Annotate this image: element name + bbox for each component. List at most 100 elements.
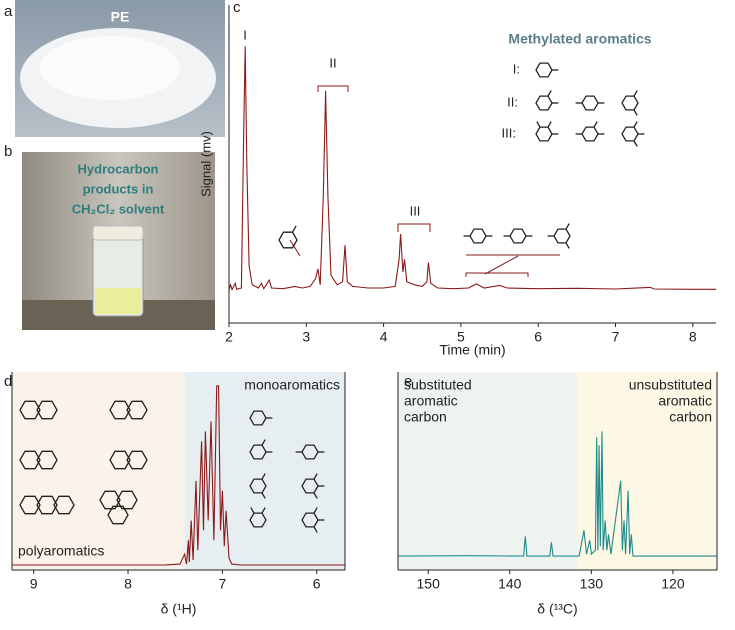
x-tick-label: 8 (689, 329, 697, 345)
molecule-bond (313, 492, 318, 499)
molecule-ring (107, 505, 129, 525)
arrow (484, 255, 519, 275)
molecule-bond (313, 526, 318, 533)
molecule-ring (249, 478, 267, 494)
bracket (317, 85, 349, 92)
panel-label: d (4, 373, 12, 390)
molecule-ring (469, 228, 487, 244)
legend-row-label: II: (507, 94, 518, 109)
molecule-ring (278, 231, 298, 249)
region-label: monoaromatics (244, 377, 340, 393)
molecule-ring (19, 400, 41, 420)
molecule-bond (633, 121, 638, 128)
molecule-bond (261, 473, 266, 480)
region (398, 372, 578, 570)
molecule-ring (621, 95, 639, 111)
x-tick-label: 9 (30, 576, 38, 592)
molecule-ring (553, 228, 571, 244)
molecule-bond (633, 90, 638, 97)
molecule-bond (261, 507, 266, 514)
x-tick-label: 130 (580, 576, 604, 592)
legend-row-label: I: (513, 61, 520, 76)
molecule-bond (547, 90, 552, 97)
molecule-ring (535, 62, 553, 78)
region (12, 372, 185, 570)
molecule-ring (581, 95, 599, 111)
bracket (397, 223, 431, 232)
x-tick-label: 3 (302, 329, 310, 345)
molecule-bond (250, 507, 255, 514)
x-tick-label: 4 (380, 329, 388, 345)
x-tick-label: 2 (225, 329, 233, 345)
molecule-ring (109, 400, 131, 420)
y-axis-label: Signal (mv) (198, 131, 213, 197)
x-tick-label: 5 (457, 329, 465, 345)
x-axis-label: δ (¹³C) (537, 601, 577, 617)
legend-title: Methylated aromatics (508, 31, 651, 47)
molecule-bond (261, 439, 266, 446)
data-line (12, 385, 345, 566)
panel-label: b (4, 143, 12, 160)
region-label: carbon (669, 409, 712, 425)
molecule-bond (313, 473, 318, 480)
molecule-ring (109, 450, 131, 470)
arrow (289, 239, 301, 257)
molecule-ring (301, 478, 319, 494)
molecule-ring (535, 95, 553, 111)
molecule-ring (53, 495, 75, 515)
x-axis-label: Time (min) (439, 342, 505, 358)
region-label: substituted (404, 377, 472, 393)
molecule-ring (535, 126, 553, 142)
molecule-bond (565, 223, 570, 230)
molecule-bond (593, 121, 598, 128)
peak-label: III (410, 203, 421, 218)
molecule-ring (19, 450, 41, 470)
region-label: polyaromatics (18, 543, 104, 559)
data-line (228, 46, 716, 292)
peak-label: II (329, 55, 336, 70)
photo-a (15, 0, 225, 137)
photo-b (22, 152, 215, 330)
panel-label: e (404, 373, 412, 390)
molecule-ring (249, 512, 267, 528)
molecule-bond (633, 109, 638, 116)
panel-label: a (4, 3, 13, 20)
x-tick-label: 140 (498, 576, 522, 592)
panel-label: c (233, 0, 241, 16)
molecule-ring (249, 410, 267, 426)
molecule-ring (301, 512, 319, 528)
molecule-bond (261, 492, 266, 499)
molecule-ring (36, 495, 58, 515)
molecule-ring (36, 450, 58, 470)
region (184, 372, 345, 570)
molecule-bond (291, 225, 297, 233)
photo-caption: PE (111, 9, 130, 25)
x-tick-label: 7 (612, 329, 620, 345)
photo-caption: products in (83, 181, 154, 196)
x-tick-label: 7 (218, 576, 226, 592)
photo-caption: CH₂Cl₂ solvent (72, 201, 165, 216)
molecule-bond (313, 507, 318, 514)
molecule-ring (249, 444, 267, 460)
region-label: aromatic (658, 393, 712, 409)
molecule-ring (19, 495, 41, 515)
x-axis-label: δ (¹H) (161, 601, 197, 617)
x-tick-label: 120 (661, 576, 685, 592)
data-line (397, 431, 717, 557)
molecule-ring (36, 400, 58, 420)
molecule-ring (116, 490, 138, 510)
molecule-ring (509, 228, 527, 244)
region-label: carbon (404, 409, 447, 425)
bracket (465, 272, 529, 277)
molecule-bond (633, 140, 638, 147)
photo-caption: Hydrocarbon (78, 161, 159, 176)
molecule-ring (99, 490, 121, 510)
molecule-ring (581, 126, 599, 142)
peak-label: I (243, 27, 247, 42)
region-label: unsubstituted (629, 377, 712, 393)
x-tick-label: 150 (417, 576, 441, 592)
molecule-ring (126, 450, 148, 470)
molecule-ring (621, 126, 639, 142)
legend-row-label: III: (502, 125, 516, 140)
